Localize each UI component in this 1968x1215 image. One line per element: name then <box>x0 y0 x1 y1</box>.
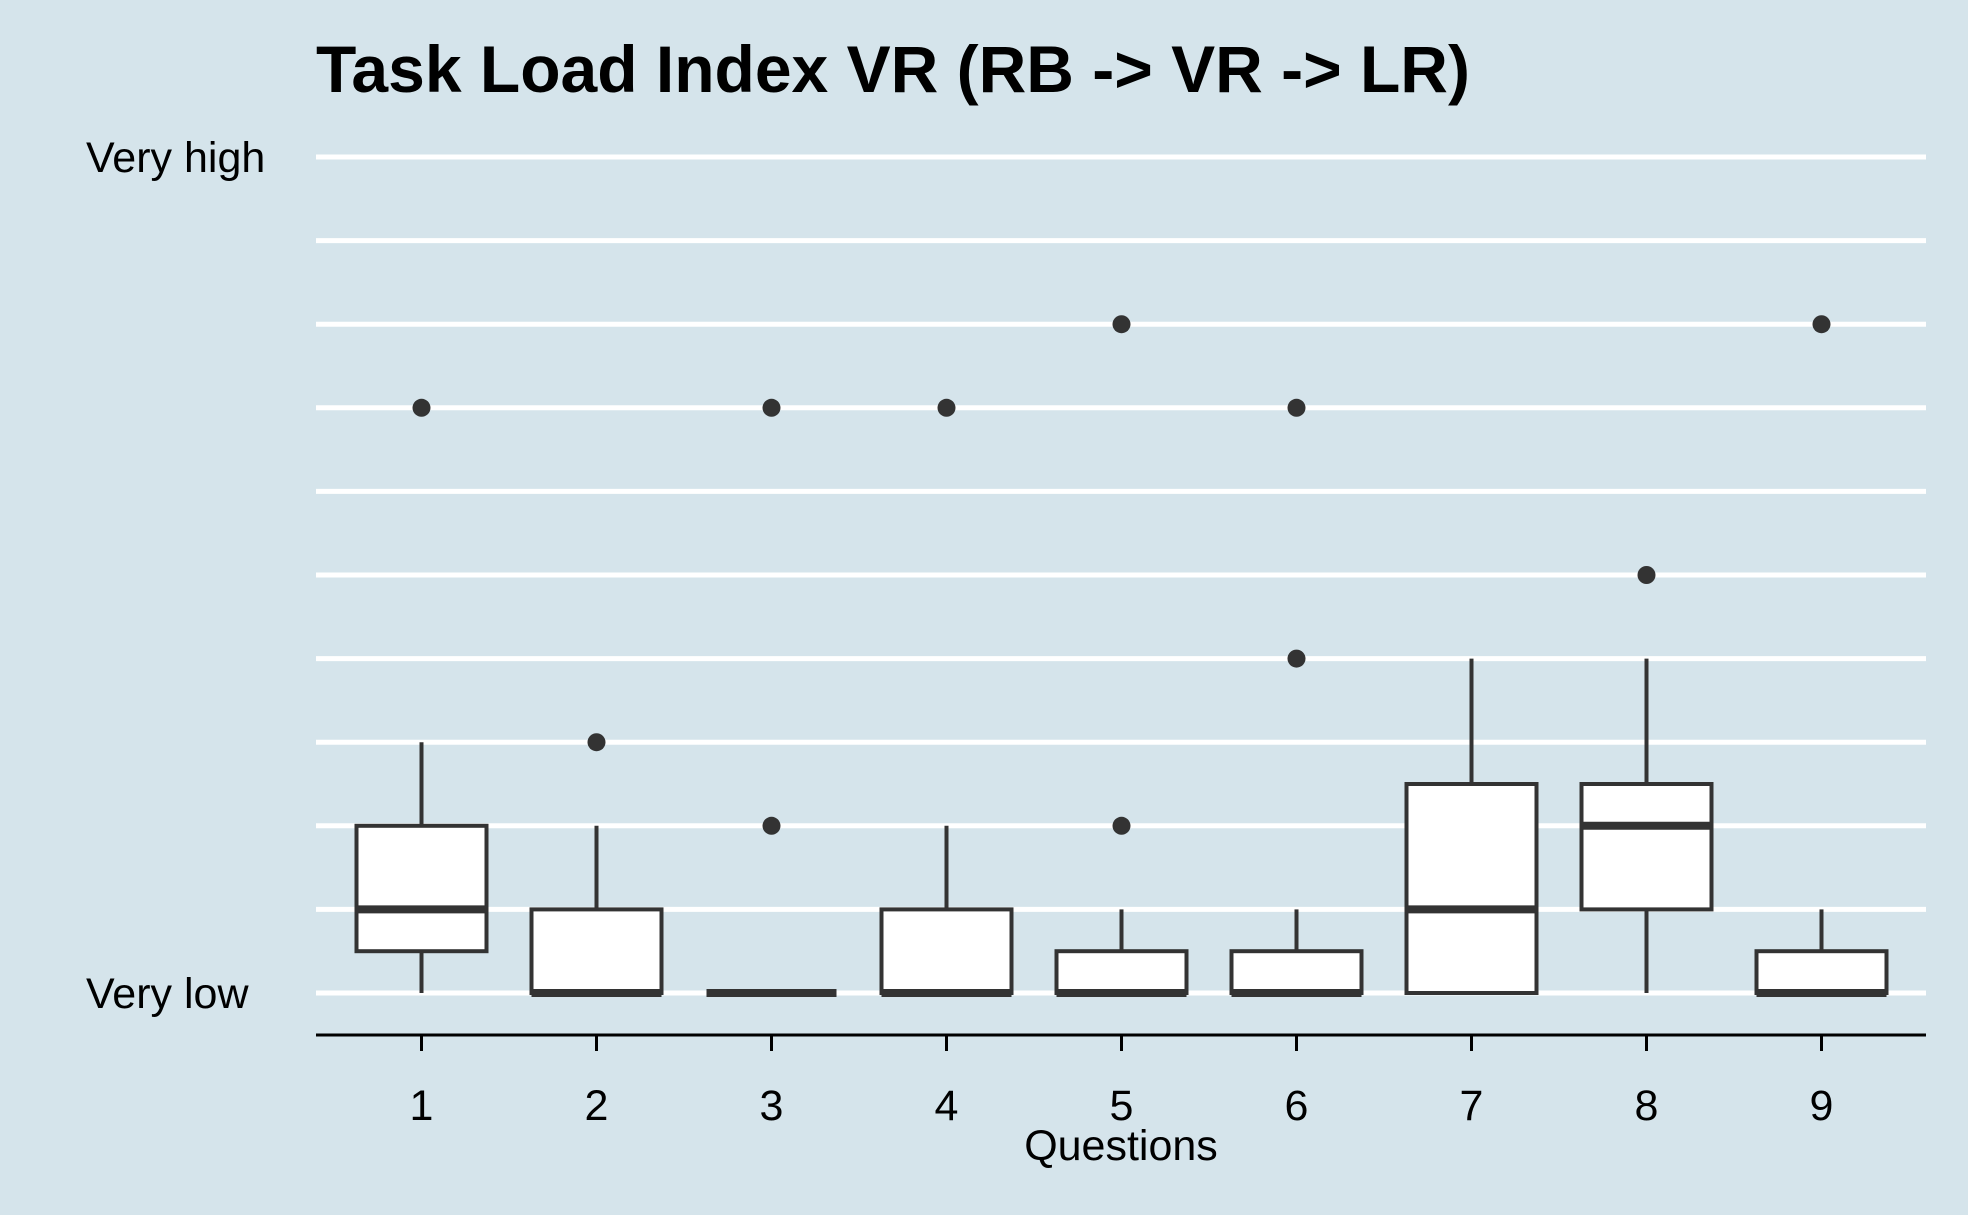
x-axis: 1 2 3 4 5 6 7 8 9 <box>316 1033 1926 1130</box>
box-group <box>1229 398 1364 997</box>
x-tick-label: 4 <box>935 1082 959 1130</box>
box <box>1404 782 1539 995</box>
boxes <box>354 315 1889 997</box>
y-tick-label: Very high <box>86 134 265 182</box>
box-group <box>529 733 664 997</box>
x-tick-label: 8 <box>1635 1082 1659 1130</box>
box-group <box>1579 566 1714 993</box>
outlier-point <box>1287 398 1306 417</box>
box-group <box>1754 315 1889 997</box>
chart-title: Task Load Index VR (RB -> VR -> LR) <box>316 32 1470 106</box>
box <box>879 907 1014 996</box>
box <box>1579 782 1714 912</box>
y-axis-labels: Very low Very high <box>86 134 265 1018</box>
outlier-point <box>1287 649 1306 668</box>
y-tick-label: Very low <box>86 970 249 1018</box>
outlier-point <box>1637 566 1656 584</box>
outlier-point <box>1812 315 1831 334</box>
box-group <box>1054 315 1189 997</box>
x-tick-label: 3 <box>760 1082 784 1130</box>
outlier-point <box>587 733 606 752</box>
x-tick-label: 1 <box>410 1082 434 1130</box>
outlier-point <box>1112 816 1131 835</box>
x-axis-label: Questions <box>1024 1122 1218 1170</box>
box-group <box>879 398 1014 997</box>
box <box>1054 949 1189 996</box>
x-tick-label: 9 <box>1810 1082 1834 1130</box>
x-tick-label: 7 <box>1460 1082 1484 1130</box>
outlier-point <box>412 398 431 417</box>
outlier-point <box>762 398 781 417</box>
x-tick-label: 5 <box>1110 1082 1134 1130</box>
x-tick-label: 2 <box>585 1082 609 1130</box>
outlier-point <box>1112 315 1131 334</box>
box-group <box>1404 658 1539 995</box>
box <box>1229 949 1364 996</box>
box <box>529 907 664 996</box>
box-group <box>706 398 837 997</box>
x-tick-label: 6 <box>1285 1082 1309 1130</box>
box <box>1754 949 1889 996</box>
outlier-point <box>762 816 781 835</box>
outlier-point <box>937 398 956 417</box>
box <box>354 823 489 954</box>
box-group <box>354 398 489 993</box>
